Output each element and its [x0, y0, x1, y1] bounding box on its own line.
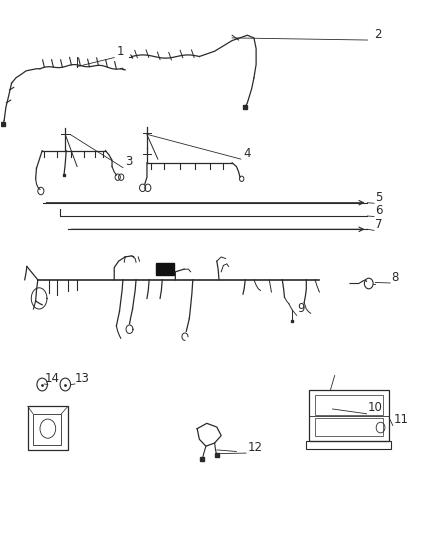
Bar [28, 406, 68, 450]
Text: 11: 11 [394, 413, 409, 426]
Text: 14: 14 [44, 372, 60, 384]
Text: 1: 1 [117, 45, 124, 58]
Bar [315, 395, 383, 415]
Text: 7: 7 [375, 218, 383, 231]
Text: 6: 6 [375, 204, 383, 217]
Text: 13: 13 [75, 372, 90, 384]
Text: 8: 8 [392, 271, 399, 284]
Text: 2: 2 [374, 28, 381, 41]
Text: 9: 9 [297, 302, 305, 316]
Text: 3: 3 [125, 155, 133, 168]
Bar [155, 263, 174, 275]
Text: 5: 5 [375, 191, 383, 204]
Text: 10: 10 [367, 401, 382, 414]
Text: 12: 12 [247, 441, 262, 454]
Text: 4: 4 [243, 147, 251, 160]
Bar [33, 414, 61, 445]
Bar [315, 418, 383, 435]
Bar [306, 441, 392, 449]
Bar [308, 390, 389, 441]
